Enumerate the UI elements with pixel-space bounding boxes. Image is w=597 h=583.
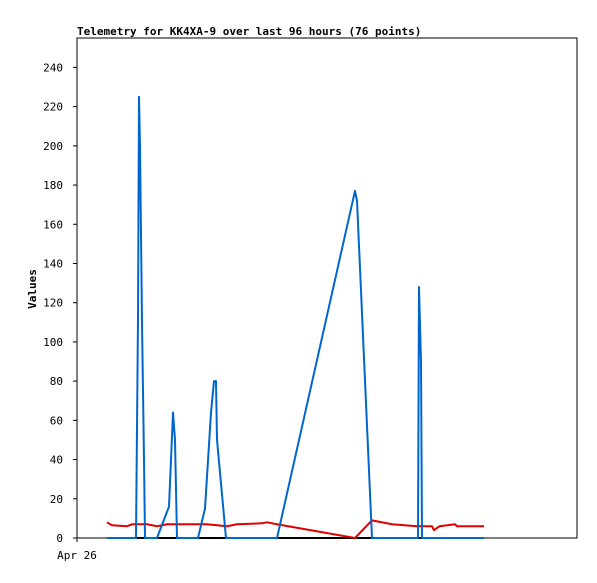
y-tick-label: 40 — [50, 454, 63, 467]
chart-title: Telemetry for KK4XA-9 over last 96 hours… — [77, 25, 421, 38]
series-line — [107, 95, 484, 539]
y-tick-label: 60 — [50, 414, 63, 427]
y-tick-label: 180 — [43, 179, 63, 192]
y-tick-label: 120 — [43, 297, 63, 310]
y-tick-label: 220 — [43, 101, 63, 114]
y-tick-label: 140 — [43, 257, 63, 270]
series-line — [106, 519, 484, 539]
y-tick-label: 200 — [43, 140, 63, 153]
y-tick-label: 0 — [56, 532, 63, 545]
x-tick-label: Apr 26 — [57, 549, 97, 562]
y-tick-label: 160 — [43, 218, 63, 231]
y-tick-label: 100 — [43, 336, 63, 349]
y-tick-label: 20 — [50, 493, 63, 506]
y-tick-label: 240 — [43, 61, 63, 74]
y-tick-label: 80 — [50, 375, 63, 388]
y-axis-label: Values — [26, 269, 39, 309]
